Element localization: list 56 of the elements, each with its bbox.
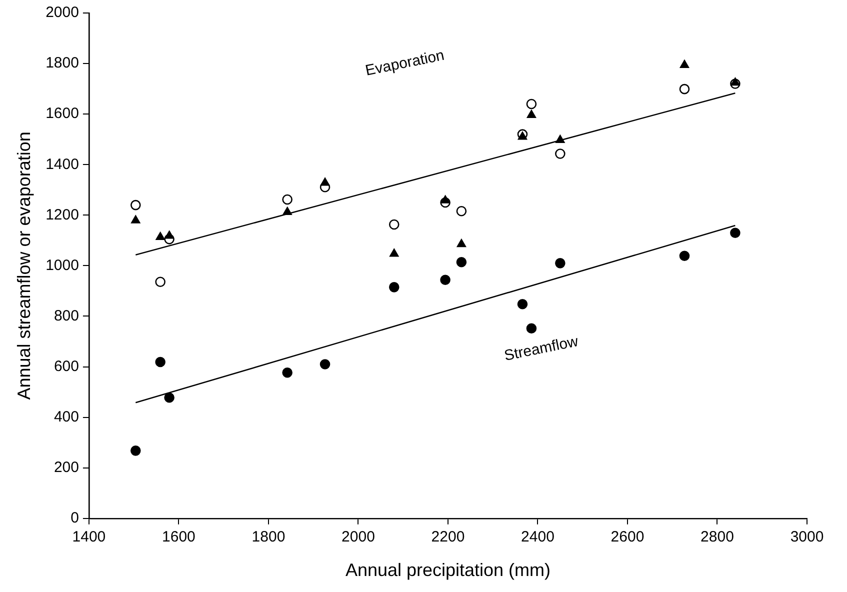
x-tick-label: 2800	[700, 528, 734, 546]
point	[320, 359, 330, 370]
point	[518, 132, 528, 140]
point	[131, 215, 140, 224]
point	[730, 228, 740, 238]
point	[555, 258, 566, 268]
point	[526, 98, 537, 110]
point	[440, 195, 450, 204]
point	[155, 356, 166, 368]
x-tick-label: 1800	[252, 528, 286, 546]
point	[517, 298, 528, 310]
point	[390, 248, 399, 257]
y-tick-label: 1600	[46, 105, 79, 122]
y-tick-label: 600	[54, 358, 79, 375]
y-axis-title: Annual streamflow or evaporation	[14, 132, 34, 400]
point	[526, 323, 537, 334]
point	[320, 178, 330, 186]
point	[526, 110, 536, 118]
y-tick-label: 800	[54, 307, 79, 324]
y-tick-label: 1200	[46, 206, 79, 224]
point	[679, 250, 690, 261]
x-tick-label: 2600	[610, 528, 644, 546]
x-tick-label: 1400	[72, 528, 106, 546]
point	[156, 232, 165, 240]
x-tick-label: 2200	[431, 528, 465, 546]
point	[164, 230, 174, 239]
x-tick-label: 1600	[162, 528, 196, 546]
point	[730, 78, 740, 86]
y-tick-label: 0	[70, 510, 79, 527]
point	[456, 206, 467, 216]
y-tick-label: 1800	[46, 54, 79, 72]
point	[456, 257, 467, 268]
point	[282, 194, 292, 205]
point	[155, 276, 166, 288]
point	[388, 219, 400, 230]
point	[282, 367, 292, 378]
point	[164, 392, 174, 403]
x-tick-label: 2400	[521, 528, 554, 546]
x-tick-label: 2000	[342, 528, 375, 546]
point	[680, 60, 690, 68]
point	[130, 446, 141, 456]
annotation: Streamflow	[502, 332, 580, 365]
y-tick-label: 1000	[46, 256, 79, 274]
y-tick-label: 1400	[46, 156, 79, 173]
y-tick-label: 400	[54, 408, 79, 426]
y-tick-label: 200	[54, 459, 79, 476]
point	[555, 148, 566, 159]
point	[388, 282, 400, 292]
point	[456, 239, 466, 248]
point	[440, 274, 450, 285]
point	[130, 200, 141, 210]
point	[679, 84, 690, 94]
y-tick-label: 2000	[46, 4, 79, 22]
x-axis-title: Annual precipitation (mm)	[345, 560, 551, 580]
x-tick-label: 3000	[790, 528, 824, 546]
annotation: Evaporation	[364, 46, 446, 80]
